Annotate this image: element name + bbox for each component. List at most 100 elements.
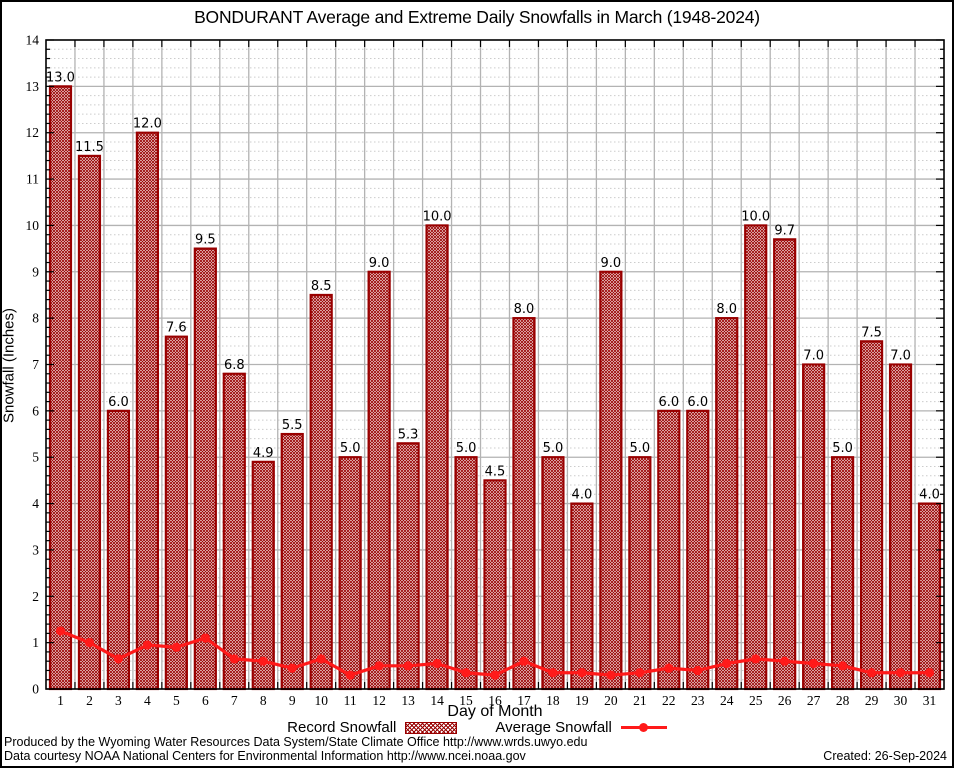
- bar-day-21: [628, 456, 652, 691]
- svg-text:5.0: 5.0: [832, 441, 853, 456]
- svg-text:13: 13: [401, 693, 415, 708]
- svg-text:22: 22: [662, 693, 676, 708]
- svg-text:1: 1: [32, 635, 39, 650]
- svg-text:5.5: 5.5: [282, 418, 303, 433]
- svg-text:9.0: 9.0: [369, 256, 390, 271]
- bar-day-8: [251, 460, 275, 691]
- legend-item-record: Record Snowfall: [287, 719, 458, 736]
- svg-text:24: 24: [720, 693, 734, 708]
- svg-text:12: 12: [26, 125, 40, 140]
- bar-day-30: [888, 363, 913, 691]
- bar-day-29: [859, 340, 884, 691]
- svg-text:2: 2: [32, 589, 39, 604]
- svg-text:7.5: 7.5: [861, 325, 882, 340]
- svg-text:5.3: 5.3: [398, 427, 419, 442]
- bar-value-labels: 13.0 11.5 6.0 12.0 7.6 9.5 6.8 4.9 5.5 8.5 5.0 9.0 5…: [46, 70, 940, 502]
- svg-text:8.0: 8.0: [514, 302, 535, 317]
- bar-day-12: [367, 270, 391, 691]
- svg-text:7.0: 7.0: [890, 349, 911, 364]
- record-hatch-swatch-icon: [405, 721, 458, 734]
- bar-day-10: [309, 293, 333, 691]
- axis-ticks: [46, 39, 944, 690]
- bar-day-16: [483, 479, 507, 691]
- svg-text:7: 7: [32, 357, 39, 372]
- svg-text:17: 17: [517, 693, 531, 708]
- svg-text:25: 25: [749, 693, 763, 708]
- svg-text:21: 21: [633, 693, 647, 708]
- svg-text:28: 28: [836, 693, 850, 708]
- bar-day-14: [425, 224, 449, 691]
- footer-data-line: Data courtesy NOAA National Centers for …: [4, 749, 526, 763]
- svg-text:12: 12: [372, 693, 386, 708]
- svg-text:5.0: 5.0: [340, 441, 361, 456]
- svg-text:8.0: 8.0: [716, 302, 737, 317]
- bar-day-28: [831, 456, 855, 691]
- bar-day-5: [164, 335, 188, 691]
- svg-text:9.5: 9.5: [195, 233, 216, 248]
- svg-text:20: 20: [604, 693, 618, 708]
- svg-text:7: 7: [231, 693, 238, 708]
- legend-record-label: Record Snowfall: [287, 719, 397, 736]
- svg-text:12.0: 12.0: [133, 117, 162, 132]
- svg-text:11: 11: [344, 693, 357, 708]
- svg-text:5.0: 5.0: [629, 441, 650, 456]
- svg-text:6: 6: [32, 403, 39, 418]
- svg-text:31: 31: [923, 693, 937, 708]
- bar-day-7: [222, 372, 246, 691]
- bar-day-23: [686, 409, 710, 691]
- svg-text:18: 18: [546, 693, 560, 708]
- svg-text:9.7: 9.7: [774, 223, 795, 238]
- svg-text:10: 10: [314, 693, 328, 708]
- bar-day-11: [338, 456, 362, 691]
- svg-text:7.0: 7.0: [803, 349, 824, 364]
- svg-text:26: 26: [778, 693, 792, 708]
- svg-text:14: 14: [430, 693, 444, 708]
- bar-day-26: [773, 238, 797, 691]
- svg-text:5: 5: [32, 450, 39, 465]
- svg-text:3: 3: [32, 542, 39, 557]
- average-markers: [55, 626, 935, 680]
- bar-day-6: [193, 247, 217, 691]
- svg-text:19: 19: [575, 693, 589, 708]
- bar-day-3: [106, 409, 131, 691]
- svg-text:5.0: 5.0: [456, 441, 477, 456]
- svg-text:6: 6: [202, 693, 209, 708]
- svg-text:14: 14: [26, 33, 40, 48]
- legend-average-label: Average Snowfall: [495, 719, 612, 736]
- bar-day-4: [135, 131, 159, 691]
- svg-text:10.0: 10.0: [423, 209, 452, 224]
- svg-text:4: 4: [144, 693, 151, 708]
- svg-text:8: 8: [32, 311, 39, 326]
- svg-text:4.0: 4.0: [572, 488, 593, 503]
- bar-day-20: [599, 270, 623, 691]
- svg-text:6.0: 6.0: [658, 395, 679, 410]
- bar-day-25: [744, 224, 768, 691]
- created-date: Created: 26-Sep-2024: [823, 749, 947, 763]
- svg-text:6.0: 6.0: [108, 395, 129, 410]
- chart-title: BONDURANT Average and Extreme Daily Snow…: [194, 7, 760, 27]
- svg-text:6.0: 6.0: [687, 395, 708, 410]
- svg-text:0: 0: [32, 682, 39, 697]
- y-axis-label: Snowfall (Inches): [0, 307, 18, 424]
- x-axis-label: Day of Month: [447, 703, 543, 720]
- svg-text:13.0: 13.0: [46, 70, 75, 85]
- bar-day-18: [541, 456, 565, 691]
- svg-text:11: 11: [26, 172, 39, 187]
- svg-text:3: 3: [115, 693, 122, 708]
- bar-day-17: [512, 317, 536, 691]
- svg-text:8.5: 8.5: [311, 279, 332, 294]
- svg-text:9.0: 9.0: [601, 256, 622, 271]
- bar-day-1: [48, 85, 73, 691]
- svg-text:2: 2: [86, 693, 93, 708]
- bar-day-13: [396, 442, 420, 691]
- marker-dot-icon: [639, 723, 649, 732]
- svg-text:13: 13: [26, 79, 40, 94]
- bar-day-27: [802, 363, 826, 691]
- bar-day-9: [280, 432, 304, 691]
- svg-text:8: 8: [260, 693, 267, 708]
- svg-text:10.0: 10.0: [741, 209, 770, 224]
- svg-text:4.5: 4.5: [485, 464, 506, 479]
